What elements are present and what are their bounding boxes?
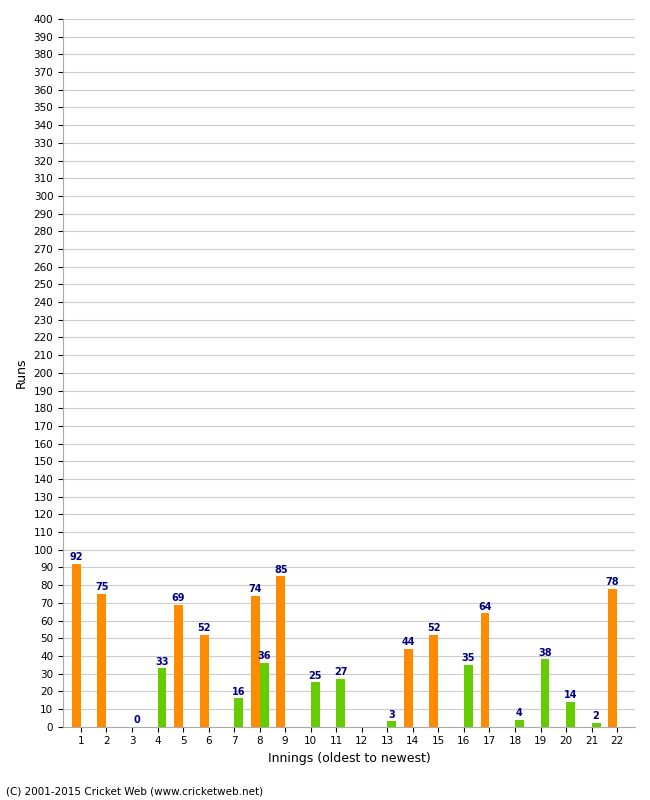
Bar xyxy=(404,649,413,726)
Text: 33: 33 xyxy=(155,657,169,666)
Text: 35: 35 xyxy=(462,653,475,663)
Text: 78: 78 xyxy=(606,577,619,587)
X-axis label: Innings (oldest to newest): Innings (oldest to newest) xyxy=(268,752,430,765)
Text: 92: 92 xyxy=(70,552,83,562)
Bar xyxy=(541,659,549,726)
Bar xyxy=(592,723,601,726)
Bar xyxy=(157,668,166,726)
Bar xyxy=(276,576,285,726)
Text: (C) 2001-2015 Cricket Web (www.cricketweb.net): (C) 2001-2015 Cricket Web (www.cricketwe… xyxy=(6,786,264,796)
Bar xyxy=(200,634,209,726)
Text: 0: 0 xyxy=(133,715,140,725)
Bar xyxy=(98,594,107,726)
Bar xyxy=(430,634,438,726)
Bar xyxy=(464,665,473,726)
Text: 36: 36 xyxy=(257,651,271,662)
Bar xyxy=(234,698,243,726)
Bar xyxy=(174,605,183,726)
Bar xyxy=(336,679,345,726)
Bar xyxy=(515,720,524,726)
Text: 69: 69 xyxy=(172,593,185,603)
Text: 52: 52 xyxy=(198,623,211,633)
Text: 74: 74 xyxy=(248,584,262,594)
Bar xyxy=(480,614,489,726)
Text: 25: 25 xyxy=(309,670,322,681)
Bar xyxy=(608,589,617,726)
Bar xyxy=(311,682,320,726)
Text: 4: 4 xyxy=(516,708,523,718)
Text: 85: 85 xyxy=(274,565,287,574)
Text: 16: 16 xyxy=(232,686,245,697)
Text: 3: 3 xyxy=(389,710,395,720)
Text: 52: 52 xyxy=(427,623,441,633)
Text: 14: 14 xyxy=(564,690,577,700)
Y-axis label: Runs: Runs xyxy=(15,358,28,388)
Bar xyxy=(387,722,396,726)
Text: 38: 38 xyxy=(538,648,552,658)
Text: 44: 44 xyxy=(402,637,415,647)
Bar xyxy=(251,596,259,726)
Bar xyxy=(72,564,81,726)
Text: 64: 64 xyxy=(478,602,492,612)
Text: 27: 27 xyxy=(334,667,348,677)
Bar xyxy=(259,663,268,726)
Text: 2: 2 xyxy=(593,711,599,722)
Text: 75: 75 xyxy=(95,582,109,592)
Bar xyxy=(566,702,575,726)
